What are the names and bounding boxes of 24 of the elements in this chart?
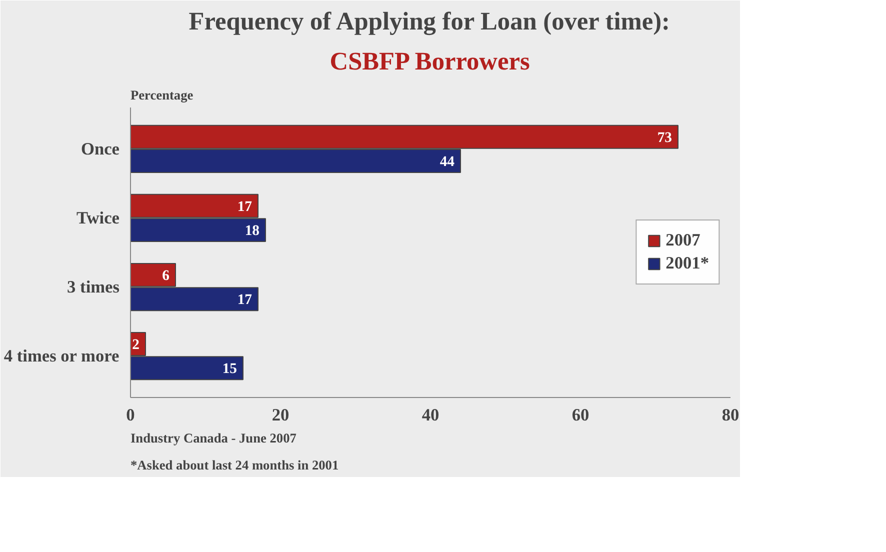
y-tick-label: 3 times — [67, 278, 120, 297]
data-label: 6 — [162, 268, 170, 284]
text: *Asked about last 24 months in 2001 — [130, 458, 339, 472]
text: Industry Canada - June 2007 — [130, 430, 297, 446]
data-label: 15 — [222, 361, 237, 378]
x-axis-title: Percentage — [130, 88, 194, 102]
x-tick-label: 0 — [126, 406, 135, 424]
data-label: 73 — [657, 130, 672, 146]
x-tick-label: 20 — [272, 406, 290, 424]
x-tick-label: 40 — [422, 406, 440, 424]
y-tick-label: 4 times or more — [4, 346, 120, 366]
y-tick-label: Once — [81, 139, 120, 158]
chart-subtitle: CSBFP Borrowers — [330, 48, 530, 76]
legend-label: 2001* — [666, 254, 709, 274]
chart-title: Frequency of Applying for Loan (over time): — [188, 8, 670, 36]
legend-label: 2007 — [666, 230, 700, 250]
data-label: 2 — [132, 336, 140, 353]
x-tick-label: 80 — [722, 406, 740, 424]
y-tick-label: Twice — [76, 208, 120, 228]
data-label: 18 — [244, 223, 260, 240]
x-tick-label: 60 — [572, 406, 590, 424]
data-label: 17 — [237, 292, 252, 308]
data-label: 44 — [440, 154, 456, 170]
data-label: 17 — [237, 198, 252, 215]
